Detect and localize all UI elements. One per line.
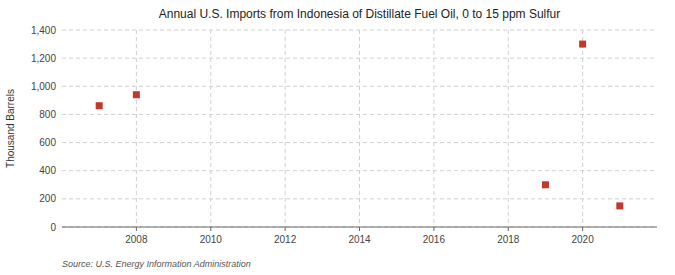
x-grid-line: [582, 30, 583, 227]
y-tick-label: 1,000: [31, 81, 56, 92]
x-tick: [582, 227, 583, 231]
x-tick-label: 2018: [497, 234, 520, 245]
point: [616, 202, 623, 209]
x-tick: [285, 227, 286, 231]
x-tick: [136, 227, 137, 231]
x-tick: [210, 227, 211, 231]
y-axis-label: Thousand Barrels: [5, 89, 16, 168]
points: [96, 41, 624, 210]
y-tick-label: 1,400: [31, 25, 56, 36]
x-grid-line: [359, 30, 360, 227]
y-tick-label: 1,200: [31, 53, 56, 64]
x-tick-label: 2020: [572, 234, 595, 245]
x-tick: [508, 227, 509, 231]
x-grid-line: [136, 30, 137, 227]
x-tick-label: 2008: [125, 234, 148, 245]
y-tick-label: 400: [39, 165, 56, 176]
grid: [62, 30, 657, 227]
chart: Annual U.S. Imports from Indonesia of Di…: [0, 0, 675, 275]
title: Annual U.S. Imports from Indonesia of Di…: [159, 7, 561, 21]
y-grid-line: [62, 227, 657, 228]
point: [96, 102, 103, 109]
x-tick-label: 2012: [274, 234, 297, 245]
x-grid-line: [508, 30, 509, 227]
y-tick-label: 0: [50, 222, 56, 233]
x-tick: [433, 227, 434, 231]
x-grid-line: [285, 30, 286, 227]
x-tick-label: 2010: [200, 234, 223, 245]
source: Source: U.S. Energy Information Administ…: [62, 259, 251, 269]
point: [579, 41, 586, 48]
point: [542, 181, 549, 188]
point: [133, 91, 140, 98]
y-tick-label: 600: [39, 137, 56, 148]
x-axis-line: [62, 227, 657, 228]
x-tick-label: 2014: [348, 234, 371, 245]
x-tick: [359, 227, 360, 231]
x-tick-label: 2016: [423, 234, 446, 245]
x-grid-line: [433, 30, 434, 227]
chart-container: Annual U.S. Imports from Indonesia of Di…: [0, 0, 675, 275]
y-tick-label: 800: [39, 109, 56, 120]
x-grid-line: [210, 30, 211, 227]
y-tick-label: 200: [39, 193, 56, 204]
